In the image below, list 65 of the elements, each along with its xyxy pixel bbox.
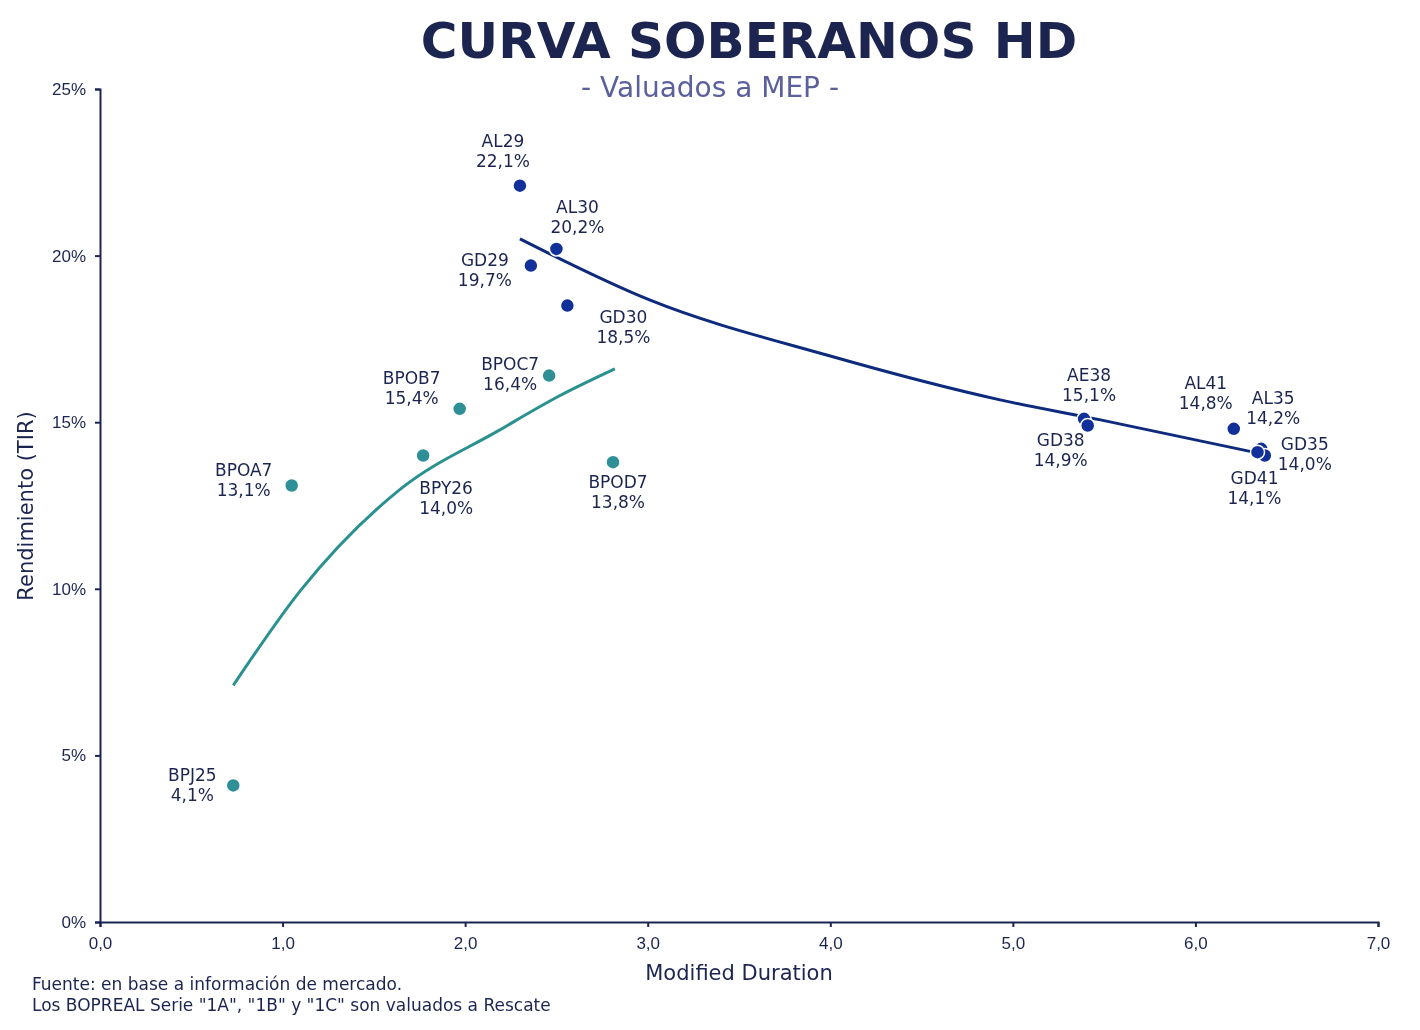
x-tick-label: 6,0: [1184, 933, 1208, 953]
x-tick-label: 1,0: [271, 933, 295, 953]
chart-title: CURVA SOBERANOS HD: [420, 12, 1078, 70]
y-axis-title: Rendimiento (TIR): [14, 411, 38, 601]
annotation: GD30: [599, 306, 648, 327]
y-tick-label: 10%: [51, 579, 86, 599]
data-label: 15,1%: [1062, 384, 1117, 405]
annotation: GD35: [1280, 433, 1329, 454]
data-label: 15,4%: [384, 387, 439, 408]
x-tick-label: 4,0: [818, 933, 843, 953]
data-label: 14,0%: [419, 497, 474, 518]
point: [541, 367, 557, 384]
point: [1079, 417, 1096, 434]
point: [1249, 444, 1266, 460]
point: [415, 447, 431, 464]
data-label: 16,4%: [483, 373, 538, 394]
chart-subtitle: - Valuados a MEP -: [580, 71, 840, 104]
point: [548, 241, 565, 257]
data-label: 14,0%: [1277, 453, 1332, 474]
point: [559, 297, 576, 314]
annotation: BPJ25: [168, 765, 217, 786]
x-tick-label: 2,0: [453, 933, 478, 953]
y-tick-label: 0%: [61, 912, 86, 932]
annotation: AL30: [556, 196, 599, 217]
annotation: GD41: [1230, 468, 1279, 489]
annotation: BPOD7: [588, 472, 648, 493]
source-note: Fuente: en base a información de mercado.: [32, 974, 403, 994]
y-tick-label: 25%: [51, 79, 86, 99]
y-tick-label: 5%: [61, 746, 86, 766]
y-tick-label: 20%: [51, 246, 86, 266]
point: [1226, 421, 1242, 437]
data-label: 14,9%: [1033, 449, 1088, 470]
point: [225, 777, 242, 794]
annotation: AL29: [481, 130, 525, 151]
annotation: BPOA7: [214, 459, 273, 480]
point: [451, 401, 468, 417]
annotation: BPOB7: [382, 367, 441, 388]
annotation: AL35: [1251, 387, 1295, 408]
annotation: BPOC7: [481, 353, 540, 374]
point: [512, 177, 528, 194]
data-label: 18,5%: [596, 326, 651, 347]
data-label: 13,8%: [591, 492, 646, 513]
data-label: 14,1%: [1227, 488, 1282, 509]
annotation: AL41: [1184, 372, 1228, 393]
x-tick-label: 0,0: [88, 933, 113, 953]
data-label: 19,7%: [457, 269, 512, 290]
data-label: 22,1%: [475, 150, 530, 171]
data-label: 20,2%: [550, 216, 605, 237]
data-label: 13,1%: [216, 479, 271, 500]
data-label: 14,2%: [1246, 407, 1301, 428]
annotation: GD29: [460, 249, 509, 270]
annotation: BPY26: [419, 477, 473, 498]
data-label: 14,8%: [1178, 392, 1233, 413]
point: [523, 257, 539, 274]
data-label: 4,1%: [170, 785, 214, 806]
x-tick-label: 7,0: [1366, 933, 1391, 953]
annotation: AE38: [1067, 364, 1112, 385]
x-tick-label: 5,0: [1001, 933, 1026, 953]
x-axis-title: Modified Duration: [645, 961, 833, 985]
point: [605, 454, 621, 470]
x-tick-label: 3,0: [636, 933, 661, 953]
y-tick-label: 15%: [51, 413, 86, 433]
text: Los BOPREAL Serie "1A", "1B" y "1C" son valuados a Rescate: [32, 995, 551, 1015]
point: [283, 477, 300, 494]
annotation: GD38: [1036, 429, 1085, 450]
